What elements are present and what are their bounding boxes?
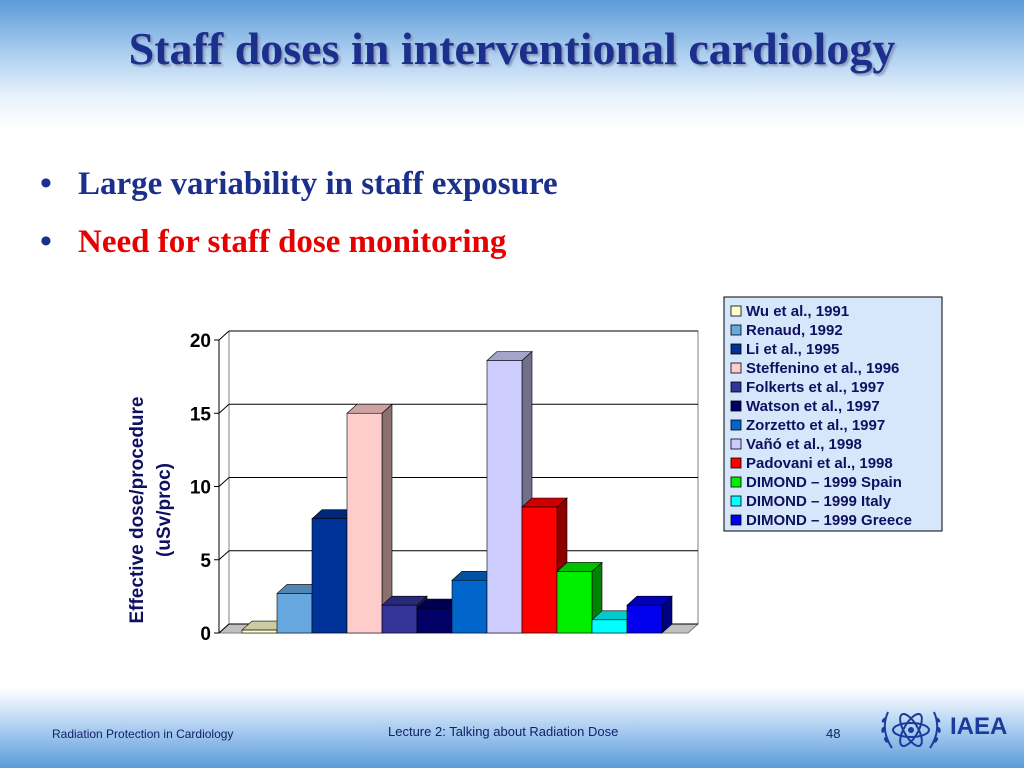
bar <box>346 403 393 634</box>
y-axis-label-line1: Effective dose/procedure <box>127 396 148 623</box>
header-band <box>0 0 1024 130</box>
bar-chart: 0 5 10 15 20 Wu et al., 1991 Renaud, 1992 Li e… <box>127 296 943 645</box>
atom-laurel-icon <box>881 711 941 749</box>
bullet-text: Need for staff dose monitoring <box>78 224 507 260</box>
slide-title: Staff doses in interventional cardiology <box>128 23 896 74</box>
legend-entry: Vañó et al., 1998 <box>730 436 862 453</box>
legend-swatch <box>730 343 742 355</box>
y-tick-label: 15 <box>190 404 212 425</box>
legend-label: Li et al., 1995 <box>746 341 839 358</box>
gridline-side <box>218 477 230 487</box>
bar <box>556 561 603 634</box>
y-tick-label: 5 <box>200 551 211 572</box>
legend-entry: Folkerts et al., 1997 <box>730 379 884 396</box>
legend-label: Steffenino et al., 1996 <box>746 360 899 377</box>
gridline-side <box>218 623 230 634</box>
legend-label: DIMOND – 1999 Greece <box>746 512 912 529</box>
legend-entry: Watson et al., 1997 <box>730 398 880 415</box>
legend-label: Zorzetto et al., 1997 <box>746 417 885 434</box>
legend-swatch <box>730 305 742 317</box>
y-tick-label: 10 <box>190 478 211 499</box>
gridline-side <box>218 550 230 561</box>
bullet-item: • Need for staff dose monitoring <box>40 223 940 281</box>
legend-swatch <box>730 324 742 336</box>
bar <box>626 595 673 634</box>
legend-entry: DIMOND – 1999 Greece <box>730 512 912 529</box>
legend-swatch <box>730 514 742 526</box>
legend-label: Wu et al., 1991 <box>746 303 849 320</box>
footer-band <box>0 688 1024 768</box>
y-tick-label: 0 <box>200 624 211 645</box>
legend-entry: Wu et al., 1991 <box>730 303 849 320</box>
legend-label: Folkerts et al., 1997 <box>746 379 884 396</box>
footer-lecture: Lecture 2: Talking about Radiation Dose <box>388 724 619 739</box>
legend-entry: DIMOND – 1999 Spain <box>730 474 902 491</box>
plot-area: 0 5 10 15 20 <box>190 330 700 645</box>
legend-swatch <box>730 476 742 488</box>
page-number: 48 <box>826 726 841 741</box>
y-axis-label-line2: (uSv/proc) <box>154 463 175 557</box>
bullet-icon: • <box>40 165 52 202</box>
legend: Wu et al., 1991 Renaud, 1992 Li et al., 19… <box>723 296 943 532</box>
bullet-text: Large variability in staff exposure <box>78 166 558 202</box>
legend-label: DIMOND – 1999 Italy <box>746 493 892 510</box>
iaea-logo-text: IAEA <box>950 713 1008 740</box>
legend-swatch <box>730 362 742 374</box>
legend-label: DIMOND – 1999 Spain <box>746 474 902 491</box>
legend-box <box>723 296 943 532</box>
legend-label: Renaud, 1992 <box>746 322 843 339</box>
legend-entry: Steffenino et al., 1996 <box>730 360 899 377</box>
legend-entry: Renaud, 1992 <box>730 322 843 339</box>
gridline-side <box>218 330 230 341</box>
legend-label: Vañó et al., 1998 <box>746 436 862 453</box>
gridline-side <box>218 403 230 414</box>
bullet-item: • Large variability in staff exposure <box>40 165 940 223</box>
legend-label: Padovani et al., 1998 <box>746 455 893 472</box>
legend-entry: Zorzetto et al., 1997 <box>730 417 885 434</box>
y-tick-label: 20 <box>190 331 211 352</box>
bullet-icon: • <box>40 223 52 260</box>
legend-entry: DIMOND – 1999 Italy <box>730 493 892 510</box>
bullet-list: • Large variability in staff exposure • … <box>40 165 940 281</box>
legend-swatch <box>730 495 742 507</box>
legend-entry: Padovani et al., 1998 <box>730 455 893 472</box>
legend-swatch <box>730 381 742 393</box>
footer-course: Radiation Protection in Cardiology <box>52 727 234 741</box>
legend-swatch <box>730 400 742 412</box>
legend-swatch <box>730 419 742 431</box>
legend-swatch <box>730 438 742 450</box>
legend-swatch <box>730 457 742 469</box>
legend-label: Watson et al., 1997 <box>746 398 880 415</box>
legend-entry: Li et al., 1995 <box>730 341 839 358</box>
